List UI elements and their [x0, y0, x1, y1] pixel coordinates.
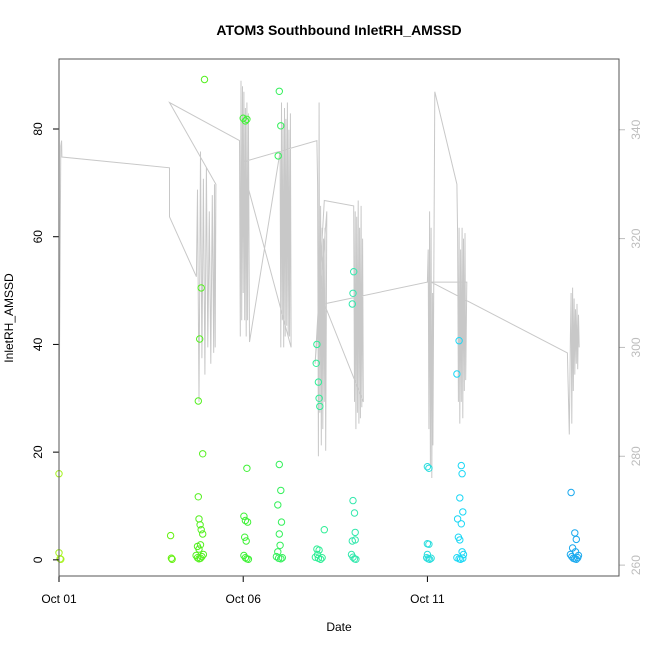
axes-layer: Oct 01 Oct 06 Oct 11 0 20 40 60 80 260 280 300 320 3… — [31, 119, 643, 606]
data-point — [453, 370, 461, 378]
data-point — [241, 117, 250, 125]
y2-tick-label: 260 — [629, 555, 643, 575]
data-point — [196, 521, 204, 529]
data-point — [277, 486, 285, 495]
data-point — [277, 555, 285, 563]
data-point — [193, 554, 202, 562]
data-point — [243, 518, 252, 526]
points-layer — [55, 75, 583, 563]
data-point — [351, 528, 359, 537]
plot-box — [58, 58, 620, 577]
data-point — [348, 300, 356, 308]
data-point — [275, 460, 283, 469]
data-point — [274, 152, 282, 160]
x-tick-label: Oct 01 — [41, 592, 77, 606]
data-point — [241, 516, 250, 525]
data-point — [195, 545, 203, 553]
data-point — [241, 533, 249, 541]
data-point — [57, 555, 65, 563]
data-point — [166, 531, 175, 540]
data-point — [197, 526, 205, 534]
data-point — [198, 552, 206, 561]
data-point — [196, 335, 204, 343]
data-point — [167, 554, 176, 562]
data-point — [197, 284, 205, 292]
y2-tick-label: 340 — [629, 119, 643, 139]
data-point — [320, 526, 328, 534]
data-point — [459, 508, 467, 516]
chart-title: ATOM3 Southbound InletRH_AMSSD — [216, 22, 461, 38]
data-point — [275, 530, 283, 538]
y2-tick-label: 320 — [629, 228, 643, 248]
data-point — [456, 494, 464, 502]
data-point — [423, 550, 432, 559]
y-tick-label: 60 — [31, 230, 45, 244]
data-point — [350, 268, 358, 276]
data-point — [242, 537, 250, 545]
x-tick-label: Oct 06 — [226, 592, 262, 606]
data-point — [315, 394, 323, 402]
data-point — [567, 488, 575, 497]
data-point — [457, 520, 465, 528]
x-axis-label: Date — [326, 620, 352, 634]
data-point — [423, 463, 432, 471]
data-point — [278, 554, 286, 562]
y-tick-label: 0 — [31, 556, 45, 563]
data-point — [574, 551, 583, 560]
data-point — [199, 450, 207, 458]
data-point — [425, 540, 433, 548]
data-point — [349, 496, 357, 505]
data-point — [200, 75, 209, 84]
data-point — [313, 340, 321, 349]
data-point — [240, 512, 248, 520]
data-point — [455, 337, 463, 345]
data-point — [457, 461, 465, 470]
data-point — [453, 515, 462, 523]
data-point — [572, 555, 580, 563]
y-tick-label: 20 — [31, 445, 45, 459]
data-point — [456, 536, 464, 544]
data-point — [427, 554, 435, 562]
data-point — [194, 397, 203, 405]
data-point — [194, 493, 203, 501]
y-tick-label: 40 — [31, 337, 45, 351]
x-tick-label: Oct 11 — [410, 592, 445, 606]
data-point — [315, 546, 323, 554]
y2-tick-label: 300 — [629, 337, 643, 357]
data-point — [572, 535, 580, 544]
data-point — [276, 541, 284, 549]
data-point — [277, 122, 285, 130]
data-point — [316, 402, 324, 411]
data-point — [349, 289, 357, 297]
data-point — [312, 359, 320, 367]
data-point — [351, 536, 359, 544]
data-point — [316, 555, 325, 563]
data-point — [168, 555, 176, 563]
data-point — [458, 470, 466, 478]
data-point — [425, 464, 433, 472]
data-point — [199, 530, 207, 538]
secondary-series-line — [58, 80, 580, 479]
data-point — [350, 509, 359, 517]
data-point — [195, 515, 203, 523]
data-point — [275, 87, 283, 96]
y-tick-label: 80 — [31, 122, 45, 136]
data-point — [571, 529, 579, 537]
data-point — [243, 115, 251, 124]
data-point — [199, 550, 208, 559]
data-point — [277, 518, 286, 526]
data-point — [352, 555, 360, 563]
data-point — [318, 554, 326, 562]
secondary-series-layer — [58, 80, 580, 479]
data-point — [196, 541, 205, 549]
y2-tick-label: 280 — [629, 446, 643, 466]
data-point — [314, 378, 323, 386]
data-point — [425, 555, 434, 563]
data-point — [459, 554, 467, 562]
data-point — [244, 555, 253, 563]
y-axis-label: InletRH_AMSSD — [2, 273, 16, 363]
data-point — [243, 464, 251, 472]
data-point — [274, 501, 282, 509]
